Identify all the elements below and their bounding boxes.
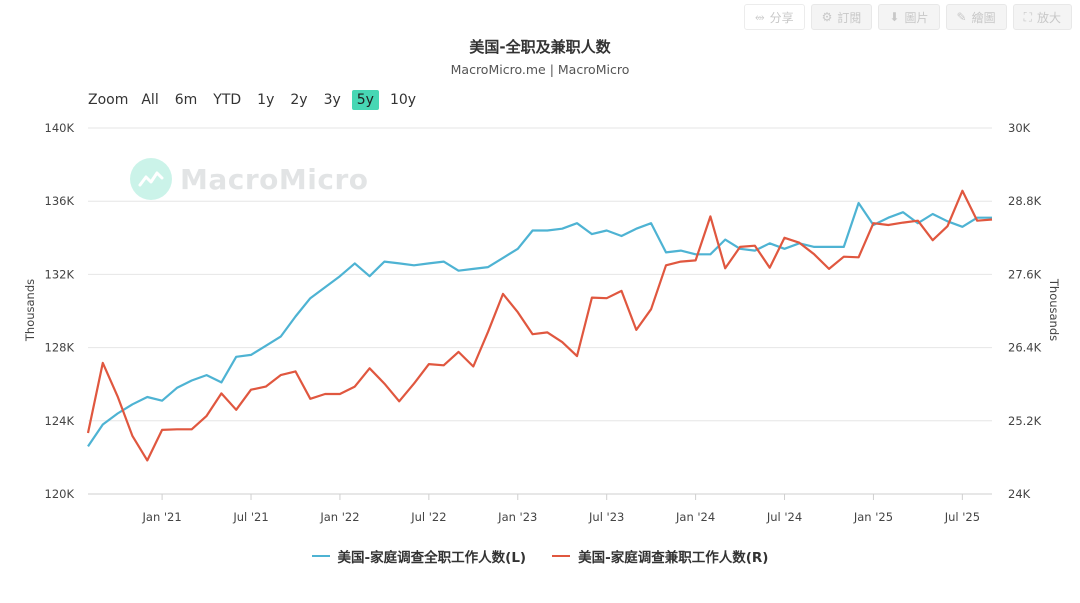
- zoom-6m-button[interactable]: 6m: [174, 92, 198, 108]
- zoom-label: Zoom: [88, 92, 129, 108]
- left-y-tick-label: 140K: [45, 121, 75, 135]
- left-y-axis: 120K 124K 128K 132K 136K 140K: [45, 121, 75, 501]
- subscribe-label: 訂閱: [837, 10, 862, 25]
- zoom-2y-button[interactable]: 2y: [290, 92, 308, 108]
- legend-item-right-series[interactable]: 美国-家庭调查兼职工作人数(R): [552, 546, 768, 566]
- right-y-tick-label: 26.4K: [1008, 341, 1042, 355]
- image-label: 圖片: [904, 10, 929, 25]
- grid-lines: [88, 127, 992, 495]
- zoom-all-button[interactable]: All: [141, 92, 159, 108]
- x-tick-label: Jul '23: [588, 510, 624, 524]
- x-tick-label: Jan '22: [319, 510, 359, 524]
- expand-label: 放大: [1036, 10, 1061, 25]
- right-y-tick-label: 24K: [1008, 487, 1031, 501]
- expand-icon: ⛶: [1023, 9, 1032, 24]
- zoom-3y-button[interactable]: 3y: [323, 92, 341, 108]
- series-line-full-time[interactable]: [87, 201, 992, 448]
- chart-subtitle: MacroMicro.me | MacroMicro: [450, 62, 630, 77]
- x-tick-label: Jan '21: [142, 510, 182, 524]
- x-axis: Jan '21 Jul '21 Jan '22 Jul '22 Jan '23 Jul '…: [88, 493, 992, 524]
- zoom-ytd-button[interactable]: YTD: [213, 92, 242, 108]
- share-label: 分享: [769, 10, 794, 25]
- share-button[interactable]: ⥈ 分享: [744, 4, 805, 30]
- right-y-tick-label: 27.6K: [1008, 267, 1042, 281]
- series-lines: [86, 189, 993, 462]
- pencil-icon: ✎: [956, 10, 967, 24]
- x-tick-label: Jul '22: [410, 510, 446, 524]
- right-y-axis: 24K 25.2K 26.4K 27.6K 28.8K 30K: [1008, 121, 1042, 501]
- image-button[interactable]: ⬇ 圖片: [878, 4, 940, 30]
- chart-title: 美国-全职及兼职人数: [469, 38, 611, 56]
- watermark-logo: MacroMicro: [130, 158, 369, 200]
- series-line-part-time[interactable]: [86, 189, 993, 462]
- watermark-text: MacroMicro: [180, 162, 369, 196]
- macromicro-logo-icon: [130, 158, 172, 200]
- right-y-tick-label: 28.8K: [1008, 194, 1042, 208]
- expand-button[interactable]: ⛶ 放大: [1012, 4, 1072, 30]
- subscribe-button[interactable]: ⚙ 訂閱: [810, 4, 873, 30]
- left-y-tick-label: 120K: [45, 487, 75, 501]
- left-y-tick-label: 128K: [45, 341, 75, 355]
- chart-toolbar: ⥈ 分享 ⚙ 訂閱 ⬇ 圖片 ✎ 繪圖 ⛶ 放大: [744, 4, 1072, 30]
- x-tick-label: Jul '25: [944, 510, 980, 524]
- x-tick-label: Jul '24: [766, 510, 802, 524]
- left-y-tick-label: 132K: [45, 267, 75, 281]
- right-y-tick-label: 30K: [1008, 121, 1031, 135]
- legend-item-left-series[interactable]: 美国-家庭调查全职工作人数(L): [311, 546, 527, 566]
- x-tick-label: Jul '21: [232, 510, 268, 524]
- legend-label-right: 美国-家庭调查兼职工作人数(R): [578, 550, 769, 566]
- zoom-10y-button[interactable]: 10y: [389, 92, 417, 108]
- zoom-1y-button[interactable]: 1y: [257, 92, 275, 108]
- chart-legend: 美国-家庭调查全职工作人数(L) 美国-家庭调查兼职工作人数(R): [0, 546, 1080, 566]
- x-tick-label: Jan '23: [497, 510, 537, 524]
- left-y-axis-label: Thousands: [23, 279, 37, 342]
- right-y-tick-label: 25.2K: [1008, 414, 1042, 428]
- legend-label-left: 美国-家庭调查全职工作人数(L): [337, 550, 527, 566]
- gear-icon: ⚙: [821, 10, 833, 24]
- left-y-tick-label: 124K: [45, 414, 75, 428]
- right-y-axis-label: Thousands: [1047, 278, 1061, 341]
- draw-button[interactable]: ✎ 繪圖: [945, 4, 1007, 30]
- x-tick-label: Jan '24: [675, 510, 715, 524]
- legend-swatch-right: [552, 555, 571, 557]
- draw-label: 繪圖: [971, 10, 996, 25]
- share-icon: ⥈: [755, 9, 765, 24]
- left-y-tick-label: 136K: [45, 194, 75, 208]
- zoom-5y-button[interactable]: 5y: [351, 90, 379, 110]
- download-icon: ⬇: [889, 10, 900, 24]
- zoom-selector: Zoom All 6m YTD 1y 2y 3y 5y 10y: [88, 90, 427, 110]
- x-tick-label: Jan '25: [853, 510, 893, 524]
- legend-swatch-left: [311, 555, 330, 557]
